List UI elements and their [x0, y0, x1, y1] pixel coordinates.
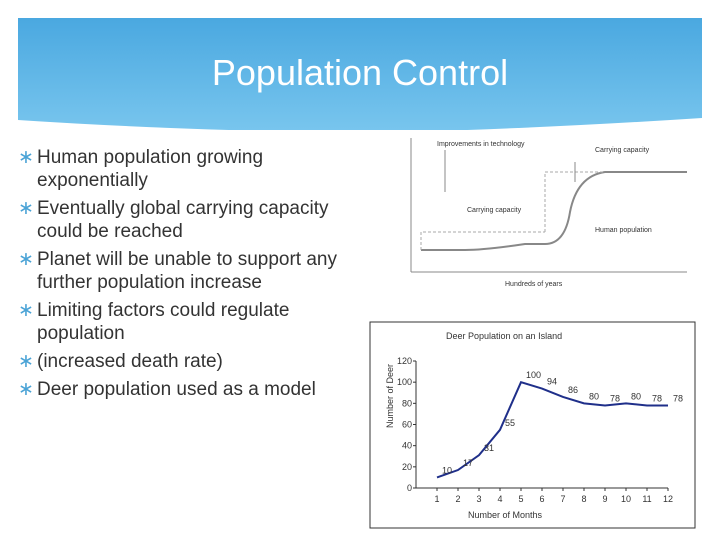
- bullet: Limiting factors could regulate populati…: [18, 299, 363, 345]
- x-tick-label: 7: [560, 494, 565, 504]
- figure-label: Improvements in technology: [437, 141, 525, 148]
- y-tick-label: 0: [407, 483, 412, 493]
- x-axis-label: Number of Months: [468, 510, 543, 520]
- bullet: Planet will be unable to support any fur…: [18, 248, 363, 294]
- data-label: 94: [547, 377, 557, 387]
- x-tick-label: 6: [539, 494, 544, 504]
- data-label: 55: [505, 418, 515, 428]
- dashed-line: [544, 171, 605, 232]
- x-tick-label: 5: [518, 494, 523, 504]
- curve: [421, 171, 687, 251]
- y-tick-label: 20: [402, 462, 412, 472]
- y-tick-label: 80: [402, 398, 412, 408]
- figure-label: Human population: [595, 227, 652, 234]
- title-banner: [18, 18, 702, 130]
- data-label: 31: [484, 443, 494, 453]
- slide-title: Population Control: [211, 52, 509, 93]
- figure-xlabel: Hundreds of years: [505, 281, 563, 288]
- y-axis-label: Number of Deer: [385, 364, 395, 428]
- y-tick-label: 120: [397, 356, 412, 366]
- data-label: 10: [442, 465, 452, 475]
- data-label: 17: [463, 458, 473, 468]
- bullet-list: Human population growing exponentially E…: [18, 146, 363, 406]
- carrying-capacity-figure: Improvements in technology Carrying capa…: [410, 138, 687, 288]
- bullet: Deer population used as a model: [18, 378, 363, 401]
- data-label: 78: [673, 393, 683, 403]
- x-tick-label: 9: [602, 494, 607, 504]
- x-tick-label: 4: [497, 494, 502, 504]
- figure-label: Carrying capacity: [595, 147, 650, 154]
- bullet: Human population growing exponentially: [18, 146, 363, 192]
- chart-frame: [369, 321, 696, 529]
- x-tick-label: 2: [455, 494, 460, 504]
- bullet: Eventually global carrying capacity coul…: [18, 197, 363, 243]
- y-tick-label: 100: [397, 377, 412, 387]
- data-label: 78: [610, 393, 620, 403]
- data-label: 80: [589, 391, 599, 401]
- figure-label: Carrying capacity: [467, 207, 522, 214]
- dashed-line: [420, 231, 545, 250]
- x-tick-label: 3: [476, 494, 481, 504]
- x-tick-label: 11: [642, 494, 651, 504]
- chart-title: Deer Population on an Island: [446, 331, 562, 341]
- data-label: 86: [568, 385, 578, 395]
- y-tick-label: 60: [402, 420, 412, 430]
- x-tick-label: 12: [663, 494, 673, 504]
- data-line: [436, 380, 668, 479]
- x-tick-label: 10: [621, 494, 631, 504]
- x-tick-label: 1: [434, 494, 439, 504]
- data-label: 78: [652, 393, 662, 403]
- y-tick-label: 40: [402, 441, 412, 451]
- data-label: 80: [631, 391, 641, 401]
- bullet: (increased death rate): [18, 350, 363, 373]
- data-label: 100: [526, 370, 541, 380]
- x-tick-label: 8: [581, 494, 586, 504]
